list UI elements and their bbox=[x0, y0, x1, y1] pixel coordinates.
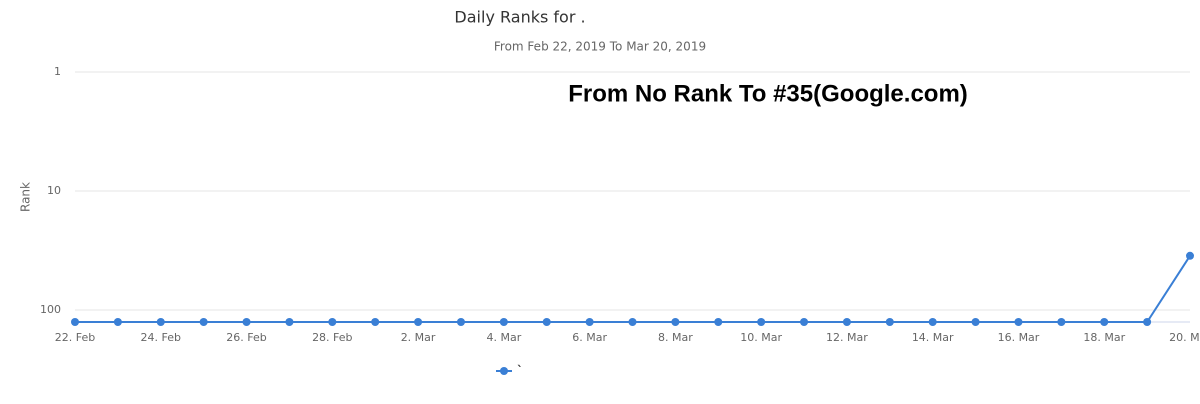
point bbox=[499, 318, 508, 326]
y-tick-label: 10 bbox=[47, 184, 61, 197]
x-tick-label: 28. Feb bbox=[312, 331, 352, 344]
point bbox=[199, 318, 208, 326]
y-axis-label: Rank bbox=[19, 182, 33, 212]
point bbox=[671, 318, 680, 326]
x-tick-label: 20. Mar bbox=[1169, 331, 1200, 344]
point bbox=[1100, 318, 1109, 326]
y-tick-label: 1 bbox=[54, 65, 61, 78]
x-tick-label: 12. Mar bbox=[826, 331, 868, 344]
chart-subtitle: From Feb 22, 2019 To Mar 20, 2019 bbox=[494, 40, 706, 54]
point bbox=[757, 318, 766, 326]
point bbox=[842, 318, 851, 326]
point bbox=[371, 318, 380, 326]
point bbox=[800, 318, 809, 326]
point bbox=[71, 318, 79, 326]
point bbox=[456, 318, 465, 326]
x-tick-label: 18. Mar bbox=[1083, 331, 1125, 344]
annotation: From No Rank To #35(Google.com) bbox=[568, 80, 968, 107]
x-tick-label: 10. Mar bbox=[740, 331, 782, 344]
point bbox=[885, 318, 894, 326]
point bbox=[113, 318, 122, 326]
point bbox=[328, 318, 337, 326]
x-tick-label: 14. Mar bbox=[912, 331, 954, 344]
y-tick-label: 100 bbox=[40, 303, 61, 316]
point bbox=[242, 318, 251, 326]
legend-label: ` bbox=[517, 364, 523, 378]
x-tick-label: 24. Feb bbox=[141, 331, 181, 344]
point bbox=[542, 318, 551, 326]
point bbox=[628, 318, 637, 326]
x-tick-label: 2. Mar bbox=[401, 331, 436, 344]
point bbox=[285, 318, 294, 326]
x-tick-label: 4. Mar bbox=[486, 331, 521, 344]
x-tick-label: 16. Mar bbox=[998, 331, 1040, 344]
point bbox=[585, 318, 594, 326]
x-tick-label: 26. Feb bbox=[226, 331, 266, 344]
point bbox=[928, 318, 937, 326]
series-line bbox=[75, 255, 1191, 323]
chart-title: Daily Ranks for . bbox=[454, 8, 585, 27]
x-tick-label: 6. Mar bbox=[572, 331, 607, 344]
point bbox=[1143, 318, 1152, 326]
legend-symbol bbox=[500, 367, 508, 375]
x-tick-label: 22. Feb bbox=[55, 331, 95, 344]
point bbox=[714, 318, 723, 326]
x-tick-label: 8. Mar bbox=[658, 331, 693, 344]
point bbox=[971, 318, 980, 326]
point bbox=[1014, 318, 1023, 326]
point bbox=[1186, 251, 1194, 260]
point bbox=[156, 318, 165, 326]
point bbox=[414, 318, 423, 326]
point bbox=[1057, 318, 1066, 326]
